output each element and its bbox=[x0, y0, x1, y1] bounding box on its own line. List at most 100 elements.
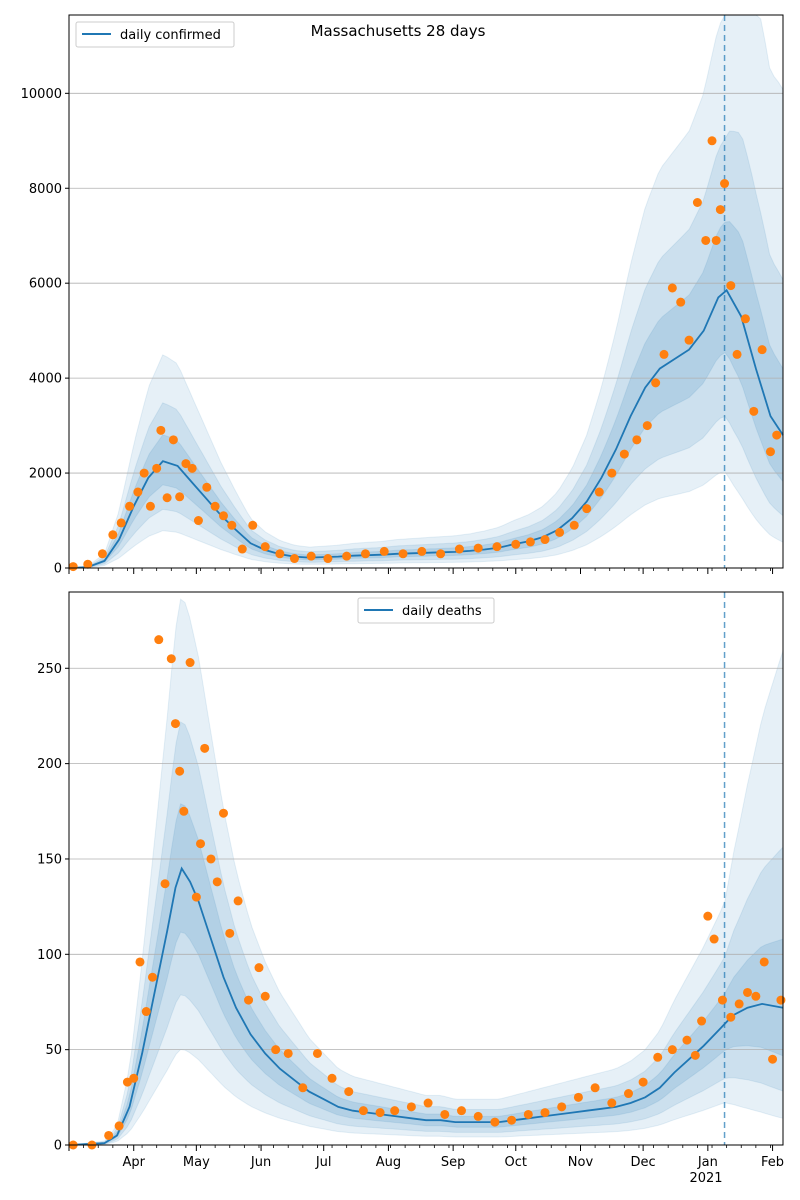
confirmed-observed-point bbox=[227, 520, 237, 530]
confirmed-observed-point bbox=[525, 537, 535, 547]
confirmed-y-tick-label: 2000 bbox=[29, 467, 62, 482]
confirmed-observed-point bbox=[555, 527, 565, 537]
confirmed-observed-point bbox=[210, 501, 220, 511]
confirmed-observed-point bbox=[175, 492, 185, 502]
deaths-chart: 0 50 100 150 200 250 Apr May Jun Jul Aug Sep Oct Nov D… bbox=[37, 591, 786, 1186]
deaths-x-tick-label: Sep bbox=[441, 1155, 466, 1170]
confirmed-observed-point bbox=[133, 487, 143, 497]
confirmed-y-tick-label: 8000 bbox=[29, 182, 62, 197]
confirmed-observed-point bbox=[323, 554, 333, 564]
deaths-x-tick-label: Jan bbox=[697, 1155, 718, 1170]
confirmed-observed-point bbox=[659, 349, 669, 359]
deaths-observed-point bbox=[179, 806, 189, 816]
confirmed-gridlines bbox=[69, 92, 783, 569]
confirmed-observed-point bbox=[125, 501, 135, 511]
deaths-observed-point bbox=[154, 635, 164, 645]
confirmed-observed-point bbox=[83, 559, 93, 569]
confirmed-observed-point bbox=[193, 516, 203, 526]
confirmed-observed-point bbox=[676, 297, 686, 307]
chart-title: Massachusetts 28 days bbox=[311, 22, 486, 40]
deaths-observed-point bbox=[129, 1073, 139, 1083]
confirmed-observed-point bbox=[436, 549, 446, 559]
deaths-observed-point bbox=[298, 1083, 308, 1093]
confirmed-observed-point bbox=[202, 482, 212, 492]
confirmed-observed-point bbox=[711, 235, 721, 245]
confirmed-observed-point bbox=[275, 549, 285, 559]
confirmed-observed-point bbox=[772, 430, 782, 440]
deaths-legend-label: daily deaths bbox=[402, 604, 482, 619]
confirmed-legend-box bbox=[75, 21, 235, 48]
deaths-observed-point bbox=[218, 808, 228, 818]
deaths-observed-point bbox=[682, 1035, 692, 1045]
deaths-observed-points bbox=[68, 635, 786, 1150]
confirmed-observed-point bbox=[360, 549, 370, 559]
deaths-x-tick-label: Jul bbox=[315, 1155, 332, 1170]
deaths-observed-point bbox=[667, 1045, 677, 1055]
deaths-observed-point bbox=[233, 896, 243, 906]
confirmed-plot-frame bbox=[68, 14, 784, 569]
deaths-observed-point bbox=[312, 1048, 322, 1058]
deaths-observed-point bbox=[473, 1111, 483, 1121]
deaths-y-tick-label: 0 bbox=[54, 1139, 62, 1154]
deaths-observed-point bbox=[358, 1106, 368, 1116]
deaths-observed-point bbox=[690, 1050, 700, 1060]
deaths-observed-point bbox=[390, 1106, 400, 1116]
deaths-observed-point bbox=[624, 1089, 634, 1099]
deaths-x-tick-label: Dec bbox=[631, 1155, 656, 1170]
confirmed-observed-point bbox=[632, 435, 642, 445]
confirmed-chart: 0 2000 4000 6000 8000 10000 Massachusetts 28 … bbox=[21, 14, 784, 577]
confirmed-observed-points bbox=[68, 136, 782, 572]
deaths-observed-point bbox=[507, 1115, 517, 1125]
deaths-observed-point bbox=[440, 1109, 450, 1119]
confirmed-observed-point bbox=[108, 530, 118, 540]
deaths-observed-point bbox=[114, 1121, 124, 1131]
deaths-observed-point bbox=[375, 1108, 385, 1118]
confirmed-observed-point bbox=[260, 542, 270, 552]
confirmed-observed-point bbox=[765, 447, 775, 457]
deaths-observed-point bbox=[170, 719, 180, 729]
confirmed-observed-point bbox=[757, 345, 767, 355]
confirmed-observed-point bbox=[582, 504, 592, 514]
deaths-observed-point bbox=[653, 1052, 663, 1062]
deaths-observed-point bbox=[590, 1083, 600, 1093]
deaths-observed-point bbox=[709, 934, 719, 944]
deaths-observed-point bbox=[206, 854, 216, 864]
deaths-observed-point bbox=[175, 766, 185, 776]
deaths-legend: daily deaths bbox=[357, 597, 495, 624]
confirmed-observed-point bbox=[237, 544, 247, 554]
confirmed-observed-point bbox=[398, 549, 408, 559]
deaths-observed-point bbox=[573, 1092, 583, 1102]
confirmed-observed-point bbox=[707, 136, 717, 146]
deaths-observed-point bbox=[166, 654, 176, 664]
deaths-observed-point bbox=[212, 877, 222, 887]
deaths-observed-point bbox=[244, 995, 254, 1005]
deaths-observed-point bbox=[185, 658, 195, 668]
deaths-observed-point bbox=[271, 1045, 281, 1055]
confirmed-observed-point bbox=[569, 520, 579, 530]
deaths-observed-point bbox=[148, 972, 158, 982]
confirmed-observed-point bbox=[684, 335, 694, 345]
deaths-observed-point bbox=[344, 1087, 354, 1097]
deaths-line-path bbox=[68, 866, 784, 1146]
deaths-observed-point bbox=[196, 839, 206, 849]
deaths-y-tick-label: 50 bbox=[45, 1043, 62, 1058]
deaths-observed-point bbox=[557, 1102, 567, 1112]
confirmed-observed-point bbox=[642, 421, 652, 431]
deaths-observed-point bbox=[726, 1012, 736, 1022]
deaths-x-tick-label: Oct bbox=[505, 1155, 527, 1170]
deaths-y-tick-label: 100 bbox=[37, 948, 62, 963]
confirmed-observed-point bbox=[97, 549, 107, 559]
deaths-observed-point bbox=[523, 1109, 533, 1119]
deaths-observed-point bbox=[717, 995, 727, 1005]
deaths-observed-point bbox=[638, 1077, 648, 1087]
deaths-legend-box bbox=[357, 597, 495, 624]
deaths-axis-ticks: 0 50 100 150 200 250 Apr May Jun Jul Aug Sep Oct Nov D… bbox=[37, 662, 784, 1170]
deaths-observed-point bbox=[283, 1048, 293, 1058]
deaths-observed-point bbox=[104, 1130, 114, 1140]
confirmed-observed-point bbox=[720, 179, 730, 189]
confirmed-y-tick-label: 4000 bbox=[29, 372, 62, 387]
confirmed-observed-point bbox=[145, 501, 155, 511]
deaths-observed-point bbox=[703, 911, 713, 921]
confirmed-observed-point bbox=[732, 349, 742, 359]
